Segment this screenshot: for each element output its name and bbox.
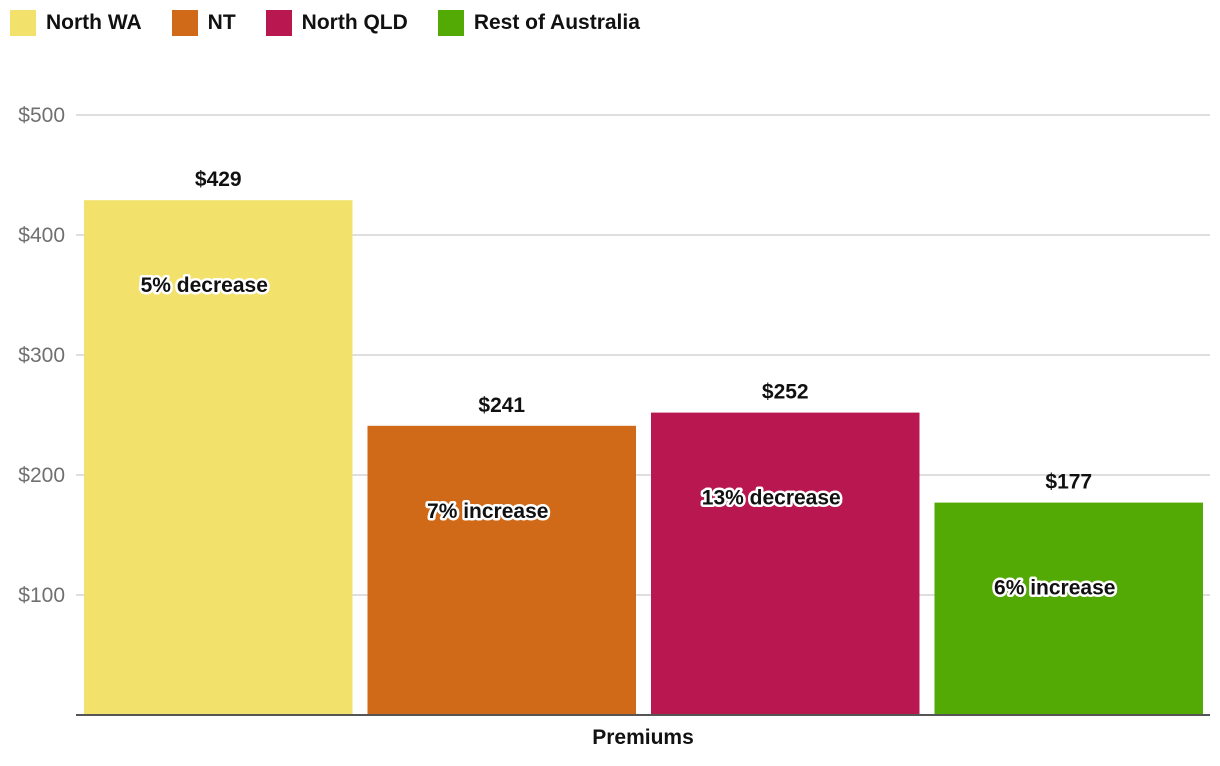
legend-swatch-rest-of-australia — [437, 10, 464, 36]
annotation-north-wa: 5% decrease — [141, 274, 268, 297]
y-tick-label: $100 — [18, 584, 65, 607]
legend-label-rest-of-australia: Rest of Australia — [473, 11, 640, 34]
bar-rest-of-australia — [934, 502, 1203, 715]
y-tick-label: $500 — [18, 104, 65, 127]
bars — [84, 200, 1203, 715]
legend-item-rest-of-australia: Rest of Australia — [437, 10, 640, 36]
legend-item-north-wa: North WA — [10, 10, 142, 36]
data-labels: $429 5% decrease $241 7% increase $252 13% de… — [138, 168, 1118, 602]
legend-swatch-north-qld — [265, 10, 292, 36]
y-tick-label: $200 — [18, 464, 65, 487]
bar-nt — [367, 425, 636, 715]
y-axis-ticks: $100 $200 $300 $400 $500 — [18, 104, 65, 607]
annotation-north-qld: 13% decrease — [702, 487, 841, 510]
legend-item-north-qld: North QLD — [265, 10, 408, 36]
bar-north-wa — [84, 200, 353, 715]
value-label-north-qld: $252 — [762, 381, 809, 404]
legend-label-north-qld: North QLD — [301, 11, 408, 34]
value-label-rest-of-australia: $177 — [1045, 471, 1092, 494]
annotation-rest-of-australia: 6% increase — [994, 577, 1115, 600]
bar-north-qld — [651, 412, 920, 715]
x-axis-title: Premiums — [592, 726, 694, 749]
legend-label-north-wa: North WA — [46, 11, 142, 34]
legend-label-nt: NT — [207, 11, 236, 34]
chart-legend: North WA NT North QLD Rest of Australia — [10, 6, 670, 40]
y-tick-label: $300 — [18, 344, 65, 367]
value-label-nt: $241 — [478, 394, 525, 417]
annotation-nt: 7% increase — [427, 500, 548, 523]
legend-swatch-nt — [171, 10, 198, 36]
y-tick-label: $400 — [18, 224, 65, 247]
legend-item-nt: NT — [171, 10, 236, 36]
legend-swatch-north-wa — [10, 10, 36, 36]
value-label-north-wa: $429 — [195, 168, 242, 191]
